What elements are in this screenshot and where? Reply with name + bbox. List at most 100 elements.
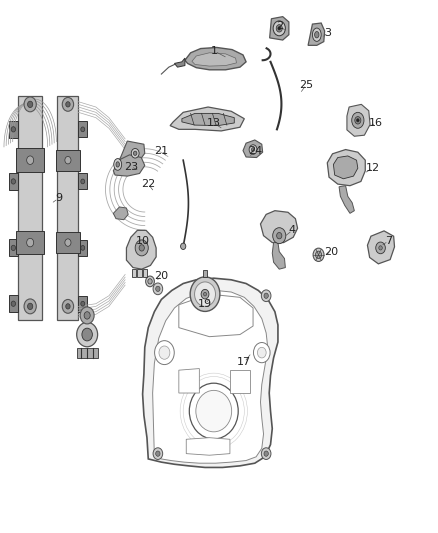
Ellipse shape — [11, 179, 15, 184]
Text: 17: 17 — [237, 357, 251, 367]
Ellipse shape — [312, 28, 321, 42]
Polygon shape — [18, 96, 42, 320]
Ellipse shape — [379, 246, 382, 250]
Text: 25: 25 — [299, 80, 313, 90]
Ellipse shape — [251, 148, 254, 151]
Ellipse shape — [153, 283, 162, 295]
Ellipse shape — [278, 27, 281, 30]
Text: 24: 24 — [247, 146, 262, 156]
Text: 20: 20 — [154, 271, 169, 281]
Ellipse shape — [28, 303, 33, 310]
Polygon shape — [203, 270, 207, 277]
Text: 21: 21 — [154, 146, 169, 156]
Text: 3: 3 — [325, 28, 332, 38]
Ellipse shape — [314, 31, 319, 38]
Ellipse shape — [264, 451, 268, 456]
Ellipse shape — [66, 304, 70, 309]
Text: 19: 19 — [198, 298, 212, 309]
Ellipse shape — [273, 228, 286, 244]
Polygon shape — [132, 269, 137, 277]
Polygon shape — [78, 240, 87, 256]
Polygon shape — [9, 173, 18, 190]
Polygon shape — [179, 368, 199, 393]
Ellipse shape — [155, 451, 160, 456]
Ellipse shape — [28, 101, 33, 108]
Polygon shape — [138, 269, 142, 277]
Ellipse shape — [146, 276, 154, 287]
Ellipse shape — [134, 151, 137, 156]
Text: 2: 2 — [276, 21, 284, 31]
Ellipse shape — [11, 301, 15, 306]
Ellipse shape — [116, 162, 120, 167]
Polygon shape — [56, 150, 80, 171]
Ellipse shape — [159, 346, 170, 359]
Polygon shape — [113, 155, 145, 176]
Polygon shape — [272, 243, 286, 269]
Ellipse shape — [201, 289, 209, 299]
Text: 4: 4 — [289, 225, 296, 236]
Ellipse shape — [254, 343, 270, 363]
Polygon shape — [170, 107, 244, 131]
Ellipse shape — [27, 238, 34, 247]
Text: 16: 16 — [369, 118, 383, 128]
Ellipse shape — [77, 322, 98, 347]
Ellipse shape — [148, 279, 152, 284]
Ellipse shape — [114, 159, 122, 170]
Ellipse shape — [66, 102, 70, 107]
Ellipse shape — [81, 246, 85, 251]
Polygon shape — [16, 149, 44, 172]
Ellipse shape — [376, 242, 385, 254]
Ellipse shape — [82, 328, 92, 341]
Polygon shape — [347, 104, 370, 136]
Polygon shape — [192, 53, 237, 66]
Ellipse shape — [80, 307, 94, 324]
Ellipse shape — [315, 251, 321, 259]
Polygon shape — [9, 295, 18, 312]
Ellipse shape — [261, 448, 271, 459]
Polygon shape — [78, 122, 87, 138]
Polygon shape — [152, 290, 268, 463]
Ellipse shape — [204, 292, 207, 296]
Polygon shape — [9, 239, 18, 256]
Ellipse shape — [11, 245, 15, 251]
Ellipse shape — [261, 290, 271, 302]
Text: 9: 9 — [55, 193, 62, 204]
Ellipse shape — [180, 243, 186, 249]
Ellipse shape — [352, 112, 364, 128]
Polygon shape — [185, 47, 246, 70]
Ellipse shape — [65, 239, 71, 246]
Ellipse shape — [81, 301, 85, 306]
Ellipse shape — [355, 117, 361, 124]
Ellipse shape — [62, 300, 74, 313]
Ellipse shape — [81, 127, 85, 132]
Ellipse shape — [65, 157, 71, 164]
Text: 13: 13 — [207, 118, 221, 128]
Polygon shape — [327, 150, 365, 185]
Ellipse shape — [81, 179, 85, 184]
Polygon shape — [270, 17, 289, 40]
Ellipse shape — [135, 240, 148, 256]
Polygon shape — [127, 230, 156, 269]
Polygon shape — [186, 438, 230, 455]
Text: 23: 23 — [124, 161, 138, 172]
Polygon shape — [367, 231, 395, 264]
Ellipse shape — [84, 312, 90, 319]
Ellipse shape — [196, 390, 232, 432]
Ellipse shape — [273, 21, 286, 36]
Ellipse shape — [62, 98, 74, 111]
Text: 7: 7 — [385, 236, 392, 246]
Ellipse shape — [313, 248, 324, 262]
Text: 10: 10 — [136, 236, 150, 246]
Polygon shape — [308, 23, 325, 45]
Polygon shape — [143, 278, 278, 467]
Polygon shape — [113, 207, 128, 220]
Ellipse shape — [155, 341, 174, 365]
Text: 20: 20 — [325, 247, 339, 256]
Ellipse shape — [153, 448, 162, 459]
Ellipse shape — [258, 348, 266, 358]
Ellipse shape — [194, 282, 215, 306]
Ellipse shape — [139, 245, 145, 251]
Ellipse shape — [357, 119, 359, 122]
Text: 22: 22 — [141, 179, 155, 189]
Polygon shape — [179, 294, 253, 337]
